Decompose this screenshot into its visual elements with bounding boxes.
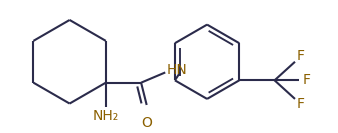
Text: HN: HN bbox=[167, 63, 188, 77]
Text: F: F bbox=[296, 97, 305, 111]
Text: F: F bbox=[302, 73, 310, 87]
Text: NH₂: NH₂ bbox=[93, 109, 119, 123]
Text: O: O bbox=[141, 116, 152, 130]
Text: F: F bbox=[296, 49, 305, 63]
